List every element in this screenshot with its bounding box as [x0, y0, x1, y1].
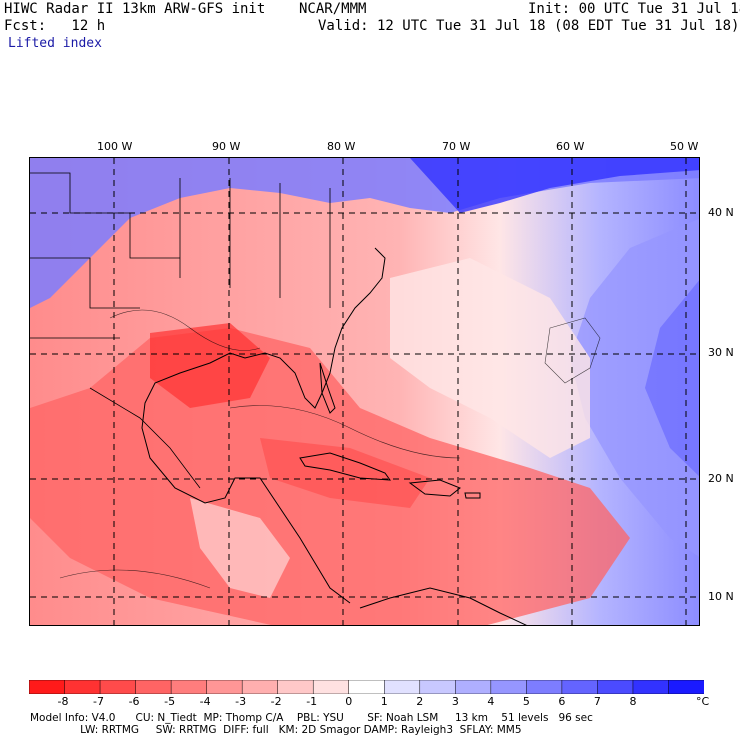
colorbar-tick-label: 5: [522, 695, 530, 708]
lon-label-100w: 100 W: [97, 140, 133, 153]
political-boundaries: [30, 172, 331, 489]
colorbar-swatch: [277, 680, 314, 694]
colorbar-swatch: [241, 680, 279, 694]
mainland-coast: [141, 247, 386, 604]
pale-atlantic-band: [390, 258, 590, 458]
puerto-rico-coast: [464, 492, 481, 499]
colorbar-tick-label: 6: [558, 695, 566, 708]
colorbar-tick-label: 7: [593, 695, 601, 708]
colorbar-swatch: [384, 680, 421, 694]
warm-core-gulf-coast: [150, 323, 270, 408]
valid-time: Valid: 12 UTC Tue 31 Jul 18 (08 EDT Tue …: [318, 18, 740, 34]
colorbar-swatch: [597, 680, 634, 694]
colorbar-tick-label: -3: [235, 695, 247, 708]
colorbar-swatch: [419, 680, 457, 694]
cool-core-northeast: [410, 158, 699, 213]
lat-label-40n: 40 N: [708, 206, 734, 219]
colorbar-tick-label: -5: [164, 695, 176, 708]
colorbar-swatch: [526, 680, 563, 694]
colorbar-tick-label: 3: [451, 695, 459, 708]
contour-pacific: [59, 569, 211, 589]
graticule: [30, 158, 699, 625]
colorbar-swatch: [206, 680, 243, 694]
lat-label-10n: 10 N: [708, 590, 734, 603]
lon-label-60w: 60 W: [556, 140, 585, 153]
contour-gulf-north: [109, 309, 261, 351]
hispaniola-coast: [408, 479, 461, 497]
colorbar-swatch: [348, 680, 386, 694]
lat-label-30n: 30 N: [708, 346, 734, 359]
colorbar-tick-label: -8: [57, 695, 69, 708]
colorbar-swatch: [170, 680, 208, 694]
lifted-index-map: [29, 157, 700, 626]
colorbar-swatch: [64, 680, 101, 694]
colorbar-swatch: [632, 680, 670, 694]
colorbar-tick-label: -4: [199, 695, 211, 708]
forecast-hour: Fcst: 12 h: [4, 18, 106, 34]
cuba-coast: [299, 452, 392, 481]
colorbar-tick-label: 8: [629, 695, 637, 708]
colorbar-swatch: [29, 680, 66, 694]
lat-label-20n: 20 N: [708, 472, 734, 485]
lon-label-90w: 90 W: [212, 140, 241, 153]
model-info-line2: LW: RRTMG SW: RRTMG DIFF: full KM: 2D Sm…: [30, 724, 522, 736]
colorbar-swatch: [99, 680, 137, 694]
map-title: HIWC Radar II 13km ARW-GFS init NCAR/MMM: [4, 1, 367, 17]
map-svg: [30, 158, 699, 625]
colorbar-swatch: [135, 680, 172, 694]
colorbar-tick-label: -1: [306, 695, 318, 708]
colorbar-swatch: [312, 680, 350, 694]
state-lines-central: [179, 178, 331, 308]
south-america-coast: [359, 587, 527, 625]
colorbar-tick-label: -7: [93, 695, 105, 708]
cool-east-atlantic: [570, 218, 699, 557]
init-time: Init: 00 UTC Tue 31 Jul 18: [528, 1, 740, 17]
pale-central-america: [190, 498, 290, 598]
colorbar-swatch: [668, 680, 704, 694]
colorbar-tick-label: 0: [345, 695, 353, 708]
colorbar-swatch: [455, 680, 492, 694]
lon-label-50w: 50 W: [670, 140, 699, 153]
model-info-line1: Model Info: V4.0 CU: N_Tiedt MP: Thomp C…: [30, 712, 593, 724]
florida-coast: [319, 362, 336, 414]
colorbar-tick-label: 1: [380, 695, 388, 708]
lon-label-80w: 80 W: [327, 140, 356, 153]
state-lines-south: [30, 257, 140, 339]
colorbar-tick-label: 4: [487, 695, 495, 708]
colorbar-tick-label: 2: [416, 695, 424, 708]
lon-label-70w: 70 W: [442, 140, 471, 153]
colorbar-tick-label: -2: [270, 695, 282, 708]
colorbar-swatch: [490, 680, 528, 694]
contour-gulf-mid: [229, 405, 461, 459]
field-name: Lifted index: [8, 36, 102, 51]
warm-core-caribbean: [260, 438, 430, 508]
contour-lines: [59, 309, 601, 589]
contour-atlantic-blob: [544, 317, 601, 384]
mexico-border: [89, 387, 201, 489]
coastlines: [141, 247, 527, 625]
colorbar-unit: °C: [696, 695, 710, 708]
colorbar: [29, 680, 704, 694]
colorbar-swatch: [561, 680, 599, 694]
colorbar-tick-label: -6: [128, 695, 140, 708]
